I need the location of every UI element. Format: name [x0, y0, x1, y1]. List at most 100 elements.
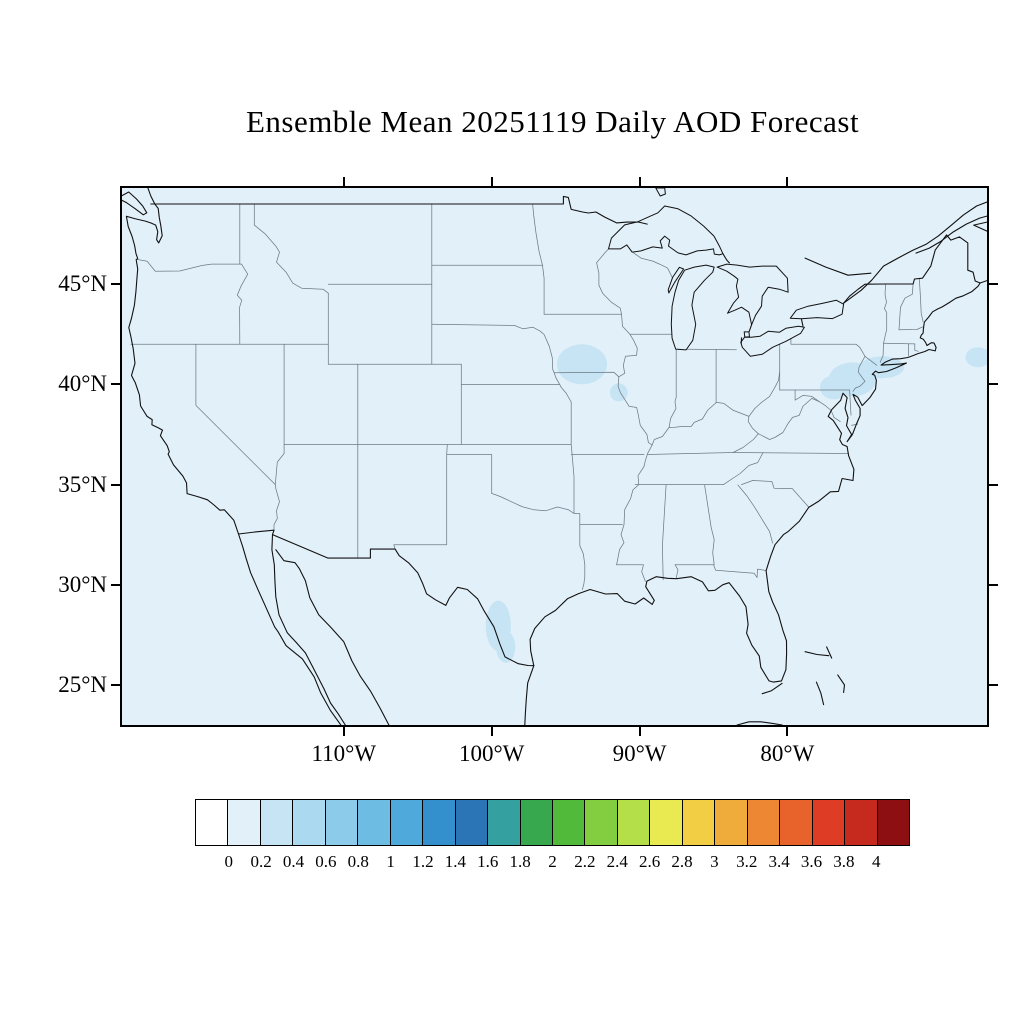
state-border: [713, 564, 767, 578]
colorbar-tick-label: 2.4: [606, 852, 628, 871]
colorbar-tick-label: 0.6: [315, 852, 337, 871]
colorbar-cell: [228, 800, 261, 845]
colorbar-cell: [455, 800, 489, 845]
state-border: [651, 427, 670, 446]
aod-contour-patch: [556, 344, 607, 385]
state-border: [668, 348, 677, 428]
coastline: [826, 646, 833, 659]
state-border: [491, 493, 575, 514]
colorbar-cell: [423, 800, 456, 845]
colorbar-cell: [325, 800, 359, 845]
state-border: [732, 452, 850, 454]
state-border: [195, 343, 280, 531]
state-border: [532, 203, 543, 266]
coastline: [237, 529, 535, 667]
colorbar-tick-label: 3.6: [800, 852, 823, 871]
lon-tick-label: 90°W: [612, 741, 667, 766]
colorbar-tick-label: 2.6: [638, 852, 661, 871]
colorbar-tick-label: 3: [710, 852, 719, 871]
state-border: [794, 389, 820, 403]
coastline: [979, 280, 987, 284]
colorbar-tick-label: 0.2: [250, 852, 272, 871]
colorbar-cell: [747, 800, 781, 845]
colorbar-cell: [585, 800, 618, 845]
lon-tick-top: [786, 177, 789, 186]
colorbar-tick-label: 1.8: [509, 852, 531, 871]
colorbar-cell: [617, 800, 651, 845]
state-border: [253, 203, 329, 294]
coastline: [237, 533, 342, 725]
colorbar-tick-label: 0.4: [282, 852, 305, 871]
colorbar-tick-label: 0.8: [347, 852, 369, 871]
state-border: [790, 338, 866, 392]
state-border: [431, 323, 555, 374]
lat-tick-right: [989, 283, 998, 286]
colorbar-cell: [390, 800, 424, 845]
state-border: [716, 371, 781, 417]
lon-tick-bottom: [638, 727, 641, 736]
colorbar-cell: [488, 800, 521, 845]
state-border: [553, 372, 561, 385]
state-border: [570, 444, 575, 514]
lat-tick-label: 30°N: [58, 571, 107, 597]
colorbar-cell: [682, 800, 716, 845]
state-border: [135, 258, 242, 272]
lon-tick-bottom: [342, 727, 345, 736]
state-border: [596, 248, 609, 264]
colorbar-tick-label: 1.2: [412, 852, 434, 871]
coastline: [843, 234, 981, 304]
coastline: [271, 534, 346, 725]
colorbar: [195, 799, 910, 846]
colorbar-cell: [715, 800, 748, 845]
lat-tick-right: [989, 483, 998, 486]
colorbar-tick-label: 3.4: [768, 852, 790, 871]
lake-outline: [743, 331, 750, 338]
lake-outline: [789, 299, 845, 320]
colorbar-cell: [812, 800, 846, 845]
colorbar-tick-label: 3.8: [833, 852, 855, 871]
colorbar-tick-label: 2.8: [671, 852, 693, 871]
state-border: [723, 452, 764, 485]
lon-tick-bottom: [490, 727, 493, 736]
colorbar-cell: [552, 800, 586, 845]
coastline: [915, 215, 987, 254]
lat-tick-right: [989, 683, 998, 686]
lake-outline: [667, 266, 685, 294]
colorbar-cell: [845, 800, 878, 845]
lon-tick-label: 80°W: [760, 741, 815, 766]
plot-title: Ensemble Mean 20251119 Daily AOD Forecas…: [245, 104, 860, 139]
state-border: [559, 384, 572, 403]
state-border: [864, 355, 878, 366]
lon-tick-top: [638, 177, 641, 186]
lon-tick-bottom: [786, 727, 789, 736]
lat-tick-left: [111, 483, 120, 486]
state-border: [918, 277, 924, 323]
state-border: [914, 343, 919, 352]
aod-contour-patch: [820, 375, 848, 400]
lat-tick-label: 35°N: [58, 471, 107, 497]
coastline: [125, 188, 240, 535]
lake-outline: [670, 264, 715, 351]
state-border: [446, 454, 493, 494]
state-border: [662, 484, 667, 581]
lon-tick-top: [342, 177, 345, 186]
state-border: [542, 264, 545, 315]
lon-tick-top: [490, 177, 493, 186]
colorbar-tick-label: 2: [548, 852, 557, 871]
lake-outline: [740, 325, 805, 357]
aod-contour-patch: [609, 383, 628, 402]
state-border: [274, 343, 285, 485]
state-border: [732, 433, 759, 453]
colorbar-tick-label: 1.6: [477, 852, 499, 871]
coastline: [804, 651, 830, 657]
aod-contour-patch: [496, 630, 516, 663]
state-border: [616, 564, 646, 582]
state-border: [819, 401, 841, 422]
lat-tick-right: [989, 383, 998, 386]
colorbar-tick-label: 2.2: [574, 852, 596, 871]
colorbar-tick-label: 3.2: [736, 852, 758, 871]
coastline: [275, 549, 390, 725]
state-border: [898, 283, 914, 331]
colorbar-tick-label: 1.4: [444, 852, 466, 871]
coastline: [150, 195, 648, 225]
